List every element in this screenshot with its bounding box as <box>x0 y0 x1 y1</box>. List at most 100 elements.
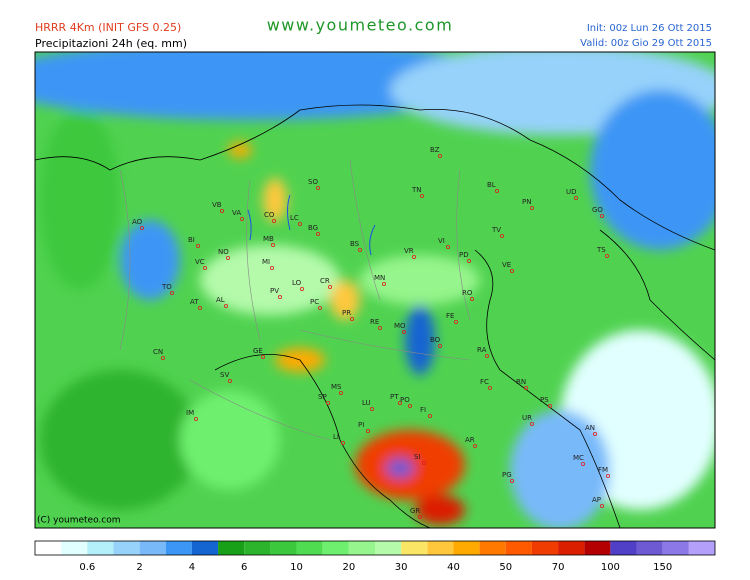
city-dot <box>349 316 354 321</box>
city-dot <box>202 265 207 270</box>
legend-tick-label: 6 <box>241 562 247 573</box>
city-dot <box>139 225 144 230</box>
city-label: GE <box>253 347 263 355</box>
city-label: LU <box>362 399 371 407</box>
city-label: FI <box>420 406 426 414</box>
city-dot <box>600 503 605 508</box>
city-dot <box>472 443 477 448</box>
city-label: AP <box>592 496 601 504</box>
city-dot <box>524 385 529 390</box>
city-dot <box>327 284 332 289</box>
city-dot <box>377 325 382 330</box>
city-dot <box>381 281 386 286</box>
city-dot <box>530 421 535 426</box>
legend-swatch <box>218 541 245 555</box>
city-labels: AO VB VA CO SO LC BG MB MI NO BI VC TO AT AL PV LO CR PC BS… <box>132 146 611 520</box>
city-label: RO <box>462 289 473 297</box>
city-dot <box>338 390 343 395</box>
init-label: Init: 00z Lun 26 Ott 2015 <box>587 23 712 34</box>
city-label: BS <box>350 240 360 248</box>
city-label: FE <box>446 312 454 320</box>
city-label: VA <box>232 209 241 217</box>
legend-swatch <box>244 541 271 555</box>
city-label: BL <box>487 181 496 189</box>
city-dot <box>437 153 442 158</box>
city-dot <box>593 431 598 436</box>
city-label: LC <box>290 214 299 222</box>
legend-tick-label: 100 <box>601 562 620 573</box>
city-dot <box>225 255 230 260</box>
model-label: HRRR 4Km (INIT GFS 0.25) <box>35 21 181 34</box>
legend-tick-label: 10 <box>290 562 303 573</box>
city-dot <box>548 403 553 408</box>
city-label: TS <box>596 246 606 254</box>
city-dot <box>325 400 330 405</box>
city-dot <box>270 242 275 247</box>
city-label: PN <box>522 198 531 206</box>
city-dot <box>269 265 274 270</box>
city-dot <box>239 216 244 221</box>
city-dot <box>315 231 320 236</box>
city-label: BI <box>188 236 195 244</box>
legend-swatch <box>610 541 637 555</box>
city-dot <box>369 406 374 411</box>
city-label: NO <box>218 248 229 256</box>
city-label: TV <box>491 226 501 234</box>
city-dot <box>466 258 471 263</box>
legend-swatch <box>662 541 689 555</box>
city-label: BZ <box>430 146 440 154</box>
city-label: UR <box>522 414 532 422</box>
city-label: PC <box>310 298 319 306</box>
city-dot <box>605 253 610 258</box>
city-dot <box>365 428 370 433</box>
legend-swatch <box>165 541 192 555</box>
city-label: CN <box>153 348 163 356</box>
city-label: MN <box>374 274 385 282</box>
city-dot <box>509 268 514 273</box>
city-dot <box>581 461 586 466</box>
legend-tick-label: 30 <box>395 562 408 573</box>
legend-swatch <box>322 541 349 555</box>
city-dot <box>299 286 304 291</box>
legend-swatch <box>584 541 611 555</box>
city-label: VI <box>438 237 445 245</box>
city-dot <box>195 243 200 248</box>
legend-swatch <box>113 541 140 555</box>
legend-swatch <box>427 541 454 555</box>
city-dot <box>169 290 174 295</box>
city-label: AL <box>216 296 225 304</box>
city-dot <box>260 354 265 359</box>
city-dot <box>509 478 514 483</box>
legend-tick-label: 0.6 <box>79 562 95 573</box>
map-frame <box>34 51 716 529</box>
city-label: MC <box>573 454 584 462</box>
legend-frame <box>34 540 716 556</box>
city-label: AT <box>190 298 199 306</box>
city-label: RA <box>477 346 487 354</box>
city-dot <box>419 193 424 198</box>
city-label: AN <box>585 424 595 432</box>
city-dot <box>357 247 362 252</box>
city-dot <box>484 353 489 358</box>
city-label: PO <box>400 396 410 404</box>
valid-label: Valid: 00z Gio 29 Ott 2015 <box>580 38 712 49</box>
precipitation-field <box>35 52 715 528</box>
city-dot <box>445 244 450 249</box>
city-dot <box>437 343 442 348</box>
city-dot <box>407 403 412 408</box>
city-label: SP <box>318 393 327 401</box>
city-dot <box>193 416 198 421</box>
legend-swatch <box>375 541 402 555</box>
site-label: www.youmeteo.com <box>267 16 454 35</box>
city-label: PG <box>502 471 512 479</box>
city-label: IM <box>186 409 194 417</box>
city-label: GO <box>592 206 603 214</box>
legend-swatch <box>61 541 88 555</box>
city-label: PR <box>342 309 351 317</box>
legend-swatch <box>401 541 428 555</box>
legend-swatch <box>139 541 166 555</box>
color-legend: 0.6 2 4 6 10 20 30 40 50 70 100 150 <box>34 540 716 573</box>
city-dot <box>574 195 579 200</box>
city-label: MO <box>394 322 406 330</box>
